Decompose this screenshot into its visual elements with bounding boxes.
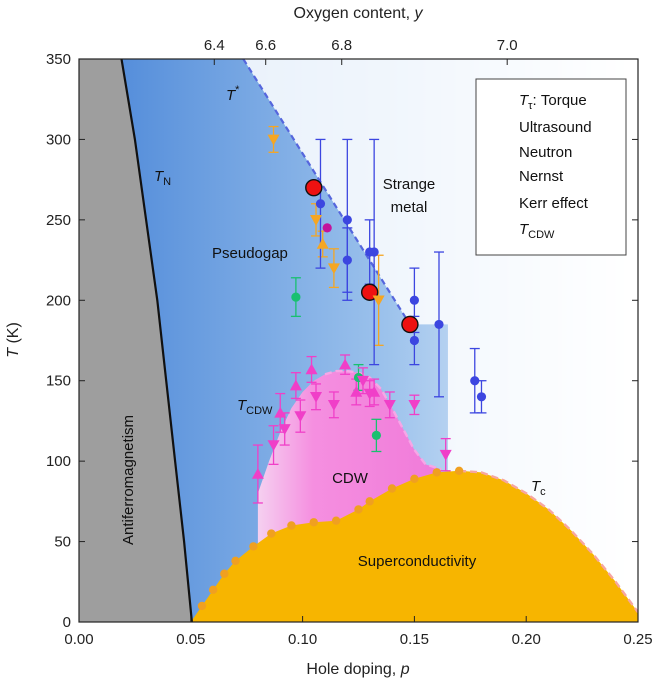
tcdw-line <box>324 369 442 471</box>
top-tick-label-3: 7.0 <box>497 37 518 54</box>
point-neutron-0 <box>267 134 280 146</box>
point-tcdw-down-6 <box>363 388 376 400</box>
point-neutron-3 <box>372 295 385 307</box>
tcdw-line-label: TCDW <box>237 397 273 417</box>
point-tcdw-up-1 <box>274 406 287 418</box>
antiferromagnetism-label: Antiferromagnetism <box>120 415 137 545</box>
tstar-line <box>242 59 411 325</box>
legend-box <box>475 78 627 256</box>
point-neutron-1 <box>310 215 323 226</box>
point-tcdw-down-8 <box>408 400 421 411</box>
point-tcdw-down-2 <box>294 411 307 423</box>
tn-line <box>120 59 193 622</box>
point-tcdw-down-5 <box>356 375 369 387</box>
strange-metal-label-1: Strange <box>383 176 436 193</box>
cdw-label: CDW <box>332 470 369 487</box>
point-tcdw-up-5 <box>350 385 363 397</box>
tn-label: TN <box>154 168 171 188</box>
legend-ultrasound: Ultrasound <box>519 119 592 136</box>
legend: Tτ: Torque Ultrasound Neutron Nernst Ker… <box>475 78 627 256</box>
x-tick-label-4: 0.20 <box>512 631 541 648</box>
point-tcdw-down-1 <box>278 424 291 435</box>
point-tcdw-up-2 <box>289 379 302 391</box>
point-kerr-0 <box>291 292 301 302</box>
antiferromagnetism-region <box>79 59 192 622</box>
x-tick-label-5: 0.25 <box>623 631 652 648</box>
tc-dot-13 <box>432 468 441 477</box>
point-nernst-8 <box>470 376 480 386</box>
point-nernst-0 <box>315 199 326 209</box>
y-tick-label-0: 0 <box>63 614 71 631</box>
superconductivity-region <box>190 470 638 622</box>
point-ultrasound-0 <box>322 223 332 233</box>
x-tick-label-1: 0.05 <box>176 631 205 648</box>
x-tick-label-3: 0.15 <box>400 631 429 648</box>
legend-kerr: Kerr effect <box>519 195 589 212</box>
point-kerr-2 <box>371 430 381 441</box>
point-tcdw-down-7 <box>383 400 396 411</box>
point-tcdw-down-3 <box>310 392 323 403</box>
tc-dot-2 <box>220 569 229 578</box>
point-tcdw-up-3 <box>305 363 318 375</box>
point-tcdw-up-4 <box>339 358 352 370</box>
point-neutron-up-0 <box>316 237 329 249</box>
tc-dot-12 <box>410 474 419 484</box>
x-tick-label-2: 0.10 <box>288 631 317 648</box>
tc-dot-0 <box>197 601 207 611</box>
superconductivity-label: Superconductivity <box>358 553 477 570</box>
point-torque-0 <box>305 178 323 197</box>
point-nernst-1 <box>342 215 352 225</box>
legend-torque: Tτ: Torque <box>519 92 587 112</box>
point-tcdw-down-9 <box>439 449 452 461</box>
point-tcdw-down-0 <box>267 440 280 452</box>
y-tick-label-3: 150 <box>46 373 71 390</box>
tc-label: Tc <box>531 478 546 498</box>
x-axis-title: Hole doping, p <box>306 661 409 678</box>
top-tick-label-1: 6.6 <box>255 37 276 54</box>
legend-nernst: Nernst <box>519 168 564 185</box>
tc-dot-8 <box>331 516 341 525</box>
x-tick-label-0: 0.00 <box>64 631 93 648</box>
y-tick-label-4: 200 <box>46 292 71 309</box>
point-nernst-5 <box>409 295 419 305</box>
tc-dot-7 <box>309 518 318 527</box>
tc-dot-4 <box>249 542 258 551</box>
y-tick-label-2: 100 <box>46 453 71 470</box>
tc-dot-9 <box>354 505 363 514</box>
y-tick-label-6: 300 <box>46 131 71 148</box>
point-neutron-2 <box>327 263 340 275</box>
tc-dot-6 <box>287 521 296 530</box>
top-tick-label-0: 6.4 <box>204 37 225 54</box>
strange-metal-label-2: metal <box>391 199 428 216</box>
tc-dot-11 <box>387 484 397 493</box>
legend-tcdw: TCDW <box>519 221 555 241</box>
point-tcdw-up-0 <box>251 468 264 479</box>
tc-dot-10 <box>365 497 374 506</box>
point-nernst-4 <box>369 247 379 257</box>
tc-dot-14 <box>454 466 464 475</box>
legend-neutron: Neutron <box>519 144 572 161</box>
point-torque-2 <box>401 315 419 334</box>
tc-line <box>459 469 638 614</box>
top-tick-label-2: 6.8 <box>331 37 352 54</box>
tstar-label: T* <box>226 84 240 104</box>
point-nernst-2 <box>342 255 352 265</box>
point-tcdw-down-4 <box>327 400 340 411</box>
plot-frame <box>78 58 639 623</box>
point-nernst-6 <box>409 335 419 346</box>
tc-dot-5 <box>267 529 276 538</box>
point-nernst-7 <box>434 319 444 330</box>
y-tick-label-5: 250 <box>46 212 71 229</box>
pseudogap-label: Pseudogap <box>212 245 288 262</box>
top-axis-title: Oxygen content, y <box>294 5 424 22</box>
y-tick-label-7: 350 <box>46 51 71 68</box>
tc-dot-3 <box>231 556 240 566</box>
point-nernst-9 <box>476 392 487 402</box>
y-tick-label-1: 50 <box>54 534 71 551</box>
tc-dot-1 <box>208 585 218 595</box>
y-axis-title: T (K) <box>5 322 22 358</box>
